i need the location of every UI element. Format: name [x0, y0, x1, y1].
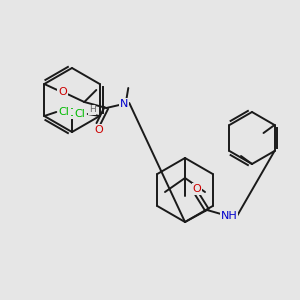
Text: N: N [120, 99, 128, 109]
Text: Cl: Cl [59, 107, 70, 117]
Text: O: O [94, 125, 103, 135]
Text: O: O [193, 184, 201, 194]
Text: H: H [89, 106, 96, 115]
Text: Cl: Cl [67, 108, 77, 118]
Text: Cl: Cl [74, 109, 85, 119]
Text: NH: NH [220, 211, 237, 221]
Text: O: O [58, 87, 67, 97]
